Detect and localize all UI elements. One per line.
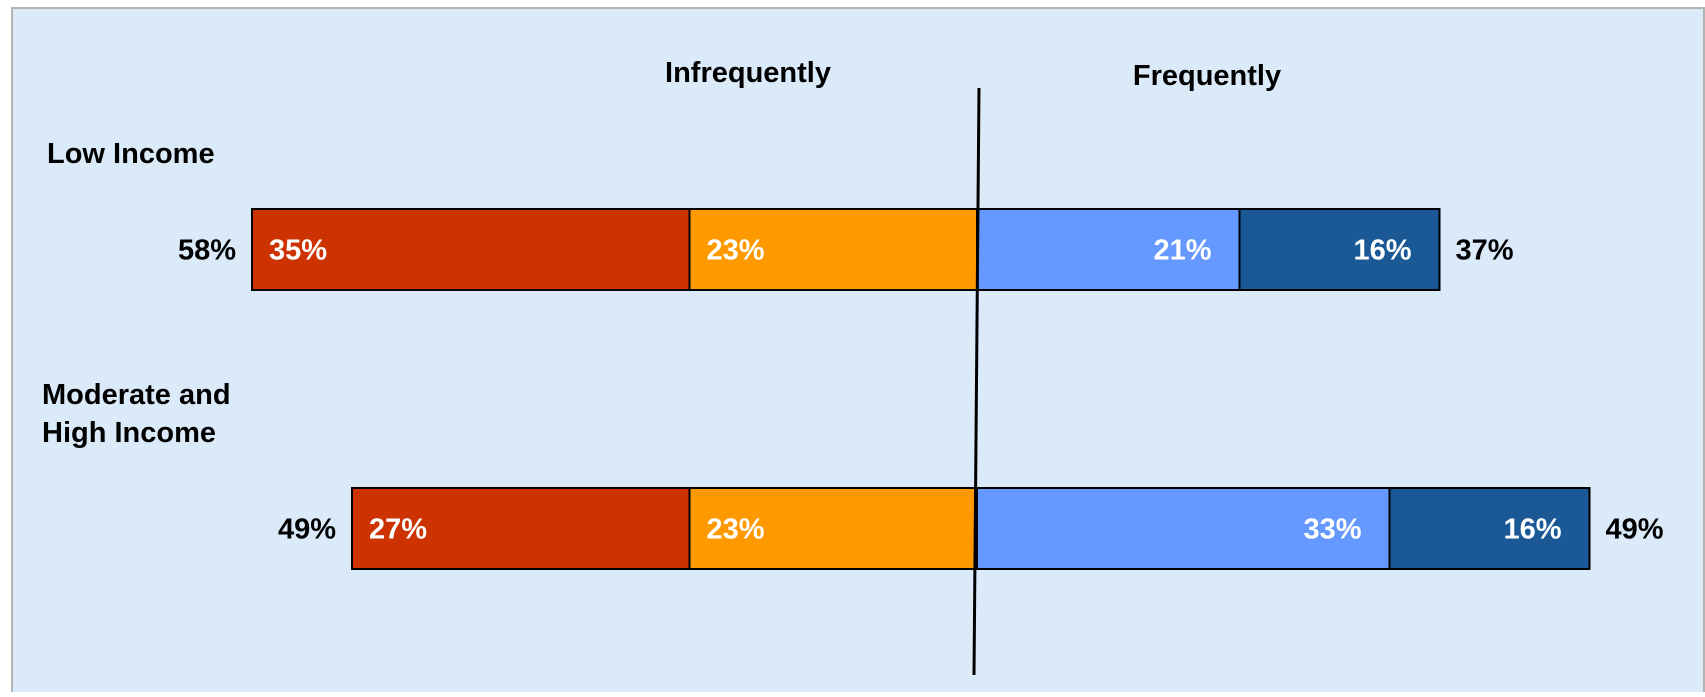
bar-segment: [688, 487, 978, 570]
bars-layer: Low Income 23% 35% 58% 21% 16% 37% Moderate and…: [42, 138, 1664, 570]
center-divider-line: [972, 87, 981, 676]
bar-value-label: 27%: [369, 514, 427, 546]
bar-segment: [351, 487, 691, 570]
header-infrequently: Infrequently: [665, 57, 831, 89]
bar-value-label: 35%: [269, 235, 327, 267]
bar-segment: [976, 208, 1241, 291]
total-left-label: 49%: [278, 514, 336, 546]
bar-segment: [688, 208, 978, 291]
bar-segment: [976, 487, 1391, 570]
header-frequently: Frequently: [1133, 60, 1281, 92]
category-label: High Income: [42, 417, 216, 449]
bar-value-label: 16%: [1353, 235, 1411, 267]
total-right-label: 49%: [1606, 514, 1664, 546]
bar-segment: [251, 208, 691, 291]
bar-segment: [1238, 208, 1441, 291]
category-label: Low Income: [47, 138, 215, 170]
bar-value-label: 16%: [1503, 514, 1561, 546]
bar-value-label: 33%: [1303, 514, 1361, 546]
total-right-label: 37%: [1456, 235, 1514, 267]
bar-segment: [1388, 487, 1591, 570]
bar-value-label: 23%: [707, 235, 765, 267]
bar-value-label: 21%: [1153, 235, 1211, 267]
bar-value-label: 23%: [707, 514, 765, 546]
total-left-label: 58%: [178, 235, 236, 267]
chart-background: [11, 7, 1705, 695]
category-label: Moderate and: [42, 379, 231, 411]
